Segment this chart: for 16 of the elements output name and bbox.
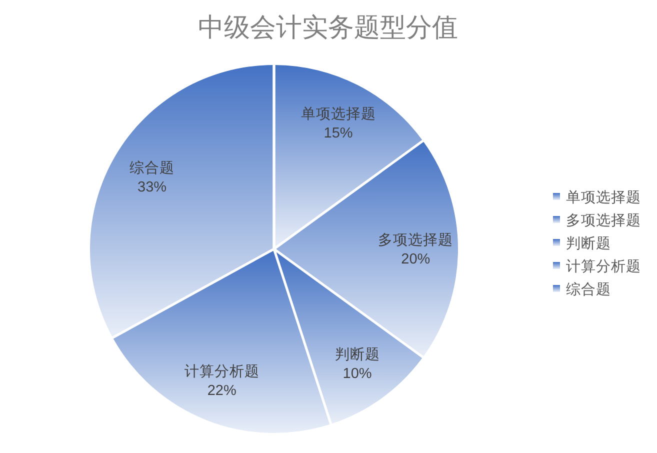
data-label: 33% (138, 179, 167, 196)
legend-label: 计算分析题 (566, 258, 641, 275)
legend-label: 多项选择题 (566, 212, 641, 229)
slice-label: 综合题 (130, 159, 175, 176)
title: 中级会计实务题型分值 (198, 12, 458, 42)
legend-label: 综合题 (566, 281, 611, 298)
data-label: 10% (342, 366, 372, 382)
legend-label: 单项选择题 (566, 189, 641, 206)
data-label: 22% (207, 383, 236, 400)
data-label: 15% (324, 125, 353, 142)
slice-label: 单项选择题 (300, 105, 376, 122)
legend-label: 判断题 (566, 235, 611, 252)
slice-label: 计算分析题 (184, 363, 260, 380)
slice-label: 判断题 (334, 346, 380, 364)
data-label: 20% (401, 252, 430, 268)
slice-label: 多项选择题 (378, 232, 454, 248)
